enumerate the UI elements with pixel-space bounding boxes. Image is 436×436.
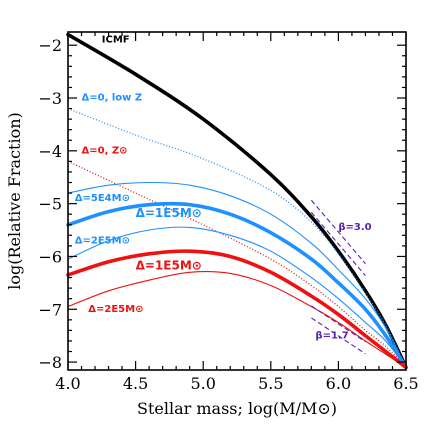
series-line-4 [67,181,407,368]
slope-guide-2-line-2 [311,317,366,355]
annotation-label-6: Δ=2E5M⊙ [75,235,130,246]
axes-layer: 4.0 4.5 5.0 5.5 6.0 6.5 −2 −3 −4 −5 −6 −7 −8 [38,31,419,393]
annotation-label-1: ICMF [102,35,130,46]
series-line-8 [67,271,407,368]
slope-guide-1-line-1 [310,199,366,265]
slope-guides-layer [310,199,366,355]
series-line-3 [67,160,407,368]
y-tick-label-7: −8 [38,353,62,372]
x-tick-label-5: 6.0 [326,374,351,393]
annotation-label-9: β=3.0 [338,222,371,233]
plot-frame [67,31,407,371]
x-tick-label-3: 5.0 [190,374,215,393]
y-tick-label-6: −7 [38,300,62,319]
annotation-label-7: Δ=1E5M⊙ [136,259,202,273]
annotation-layer: ICMF Δ=0, low Z Δ=0, Z⊙ Δ=5E4M⊙ Δ=1E5M⊙ Δ=2E5… [75,35,372,342]
y-tick-label-3: −4 [38,142,62,161]
y-tick-label-2: −3 [38,89,62,108]
series-line-2 [67,107,407,368]
series-line-6 [67,226,407,368]
x-tick-label-1: 4.0 [55,374,80,393]
curves-layer [66,32,408,370]
annotation-label-4: Δ=5E4M⊙ [75,193,130,204]
x-axis-label: Stellar mass; log(M/M⊙) [137,399,337,418]
y-tick-label-4: −5 [38,195,62,214]
x-tick-label-4: 5.5 [258,374,283,393]
annotation-label-5: Δ=1E5M⊙ [136,206,202,220]
y-tick-label-5: −6 [38,247,62,266]
x-tick-label-2: 4.5 [123,374,148,393]
y-tick-label-1: −2 [38,36,62,55]
y-axis-label: log(Relative Fraction) [5,112,24,290]
annotation-label-2: Δ=0, low Z [82,93,143,104]
x-tick-label-6: 6.5 [393,374,418,393]
annotation-label-3: Δ=0, Z⊙ [82,145,128,156]
annotation-label-10: β=1.7 [315,330,348,341]
slope-guide-1-line-2 [310,211,366,277]
series-line-5 [66,201,408,370]
series-line-7 [66,249,408,370]
annotation-label-8: Δ=2E5M⊙ [88,304,143,315]
slope-guide-2-line-1 [311,305,366,343]
